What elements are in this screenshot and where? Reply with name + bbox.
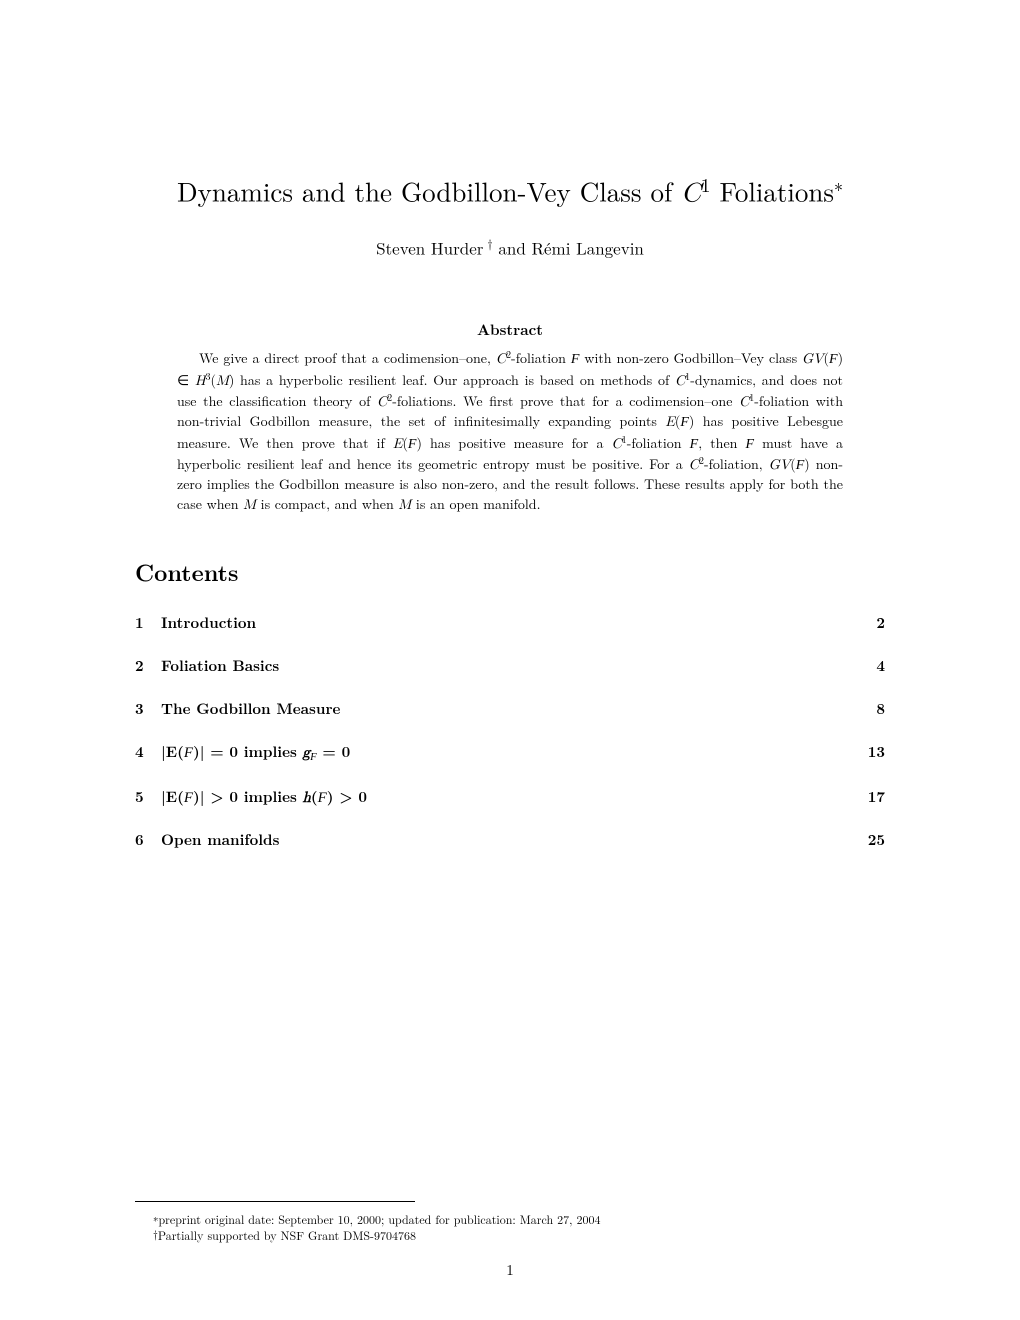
abstract-frag-a: We give a direct proof that a codimensio… [199, 348, 496, 368]
toc-row: 1Introduction 2 [135, 612, 885, 633]
abstract-frag-c: with non-zero Godbillon–Vey class [579, 348, 802, 368]
authors-line: Steven Hurder † and Rémi Langevin [135, 235, 885, 260]
toc-title: Open manifolds [161, 829, 279, 850]
toc-page: 17 [868, 786, 885, 807]
abstract-frag-o: is compact, and when [256, 494, 398, 514]
toc-title: Foliation Basics [161, 655, 279, 676]
toc-row: 2Foliation Basics 4 [135, 655, 885, 676]
abstract-frag-i: has positive measure for a [422, 433, 612, 453]
abstract-heading: Abstract [135, 319, 885, 340]
abstract-body: We give a direct proof that a codimensio… [177, 348, 843, 515]
title-text-post: Foliations [710, 172, 834, 210]
abstract-frag-f: -foliations. We first prove that for a c… [392, 391, 739, 411]
title-exponent: 1 [701, 170, 711, 198]
footnote-1: ∗preprint original date: September 10, 2… [135, 1212, 885, 1228]
contents-heading: Contents [135, 555, 885, 588]
toc-title: Introduction [161, 612, 256, 633]
abstract-frag-m: -foliation, [704, 454, 769, 474]
footnote-2: †Partially supported by NSF Grant DMS-97… [135, 1228, 885, 1244]
toc-title: The Godbillon Measure [161, 698, 340, 719]
table-of-contents: 1Introduction 2 2Foliation Basics 4 3The… [135, 612, 885, 850]
abstract-frag-d: has a hyperbolic resilient leaf. Our app… [234, 370, 675, 390]
toc-row: 6Open manifolds 25 [135, 829, 885, 850]
toc-title: |E(F)| > 0 implies h(F) > 0 [161, 786, 367, 807]
abstract-frag-k: , then [698, 433, 745, 453]
footnote-2-text: Partially supported by NSF Grant DMS-970… [158, 1227, 416, 1244]
author-1: Steven Hurder [376, 235, 483, 259]
toc-row: 5|E(F)| > 0 implies h(F) > 0 17 [135, 786, 885, 807]
page: Dynamics and the Godbillon-Vey Class of … [0, 0, 1020, 1320]
toc-number: 1 [135, 612, 161, 633]
toc-row: 3The Godbillon Measure 8 [135, 698, 885, 719]
paper-title: Dynamics and the Godbillon-Vey Class of … [135, 170, 885, 211]
toc-page: 13 [868, 741, 885, 764]
footnote-1-text: preprint original date: September 10, 20… [159, 1211, 601, 1228]
author-2: Rémi Langevin [531, 235, 643, 259]
toc-number: 4 [135, 741, 161, 762]
toc-page: 8 [876, 698, 885, 719]
toc-number: 2 [135, 655, 161, 676]
toc-number: 5 [135, 786, 161, 807]
abstract-frag-p: is an open manifold. [411, 494, 540, 514]
authors-separator: and [493, 235, 532, 259]
title-text-pre: Dynamics and the Godbillon-Vey Class of [177, 172, 681, 210]
title-math-C: C [681, 181, 701, 208]
abstract-frag-b: -foliation [511, 348, 571, 368]
toc-page: 4 [876, 655, 885, 676]
toc-row: 4|E(F)| = 0 implies gF = 0 13 [135, 741, 885, 764]
toc-number: 6 [135, 829, 161, 850]
toc-page: 25 [868, 829, 885, 850]
abstract-frag-j: -foliation [627, 433, 690, 453]
footnote-rule [135, 1201, 415, 1202]
toc-page: 2 [876, 612, 885, 633]
page-number: 1 [0, 1259, 1020, 1280]
toc-title: |E(F)| = 0 implies gF = 0 [161, 741, 350, 762]
title-footnote-marker: ∗ [834, 173, 843, 198]
footnotes: ∗preprint original date: September 10, 2… [135, 1212, 885, 1244]
toc-number: 3 [135, 698, 161, 719]
author-1-footnote-marker: † [483, 235, 492, 252]
